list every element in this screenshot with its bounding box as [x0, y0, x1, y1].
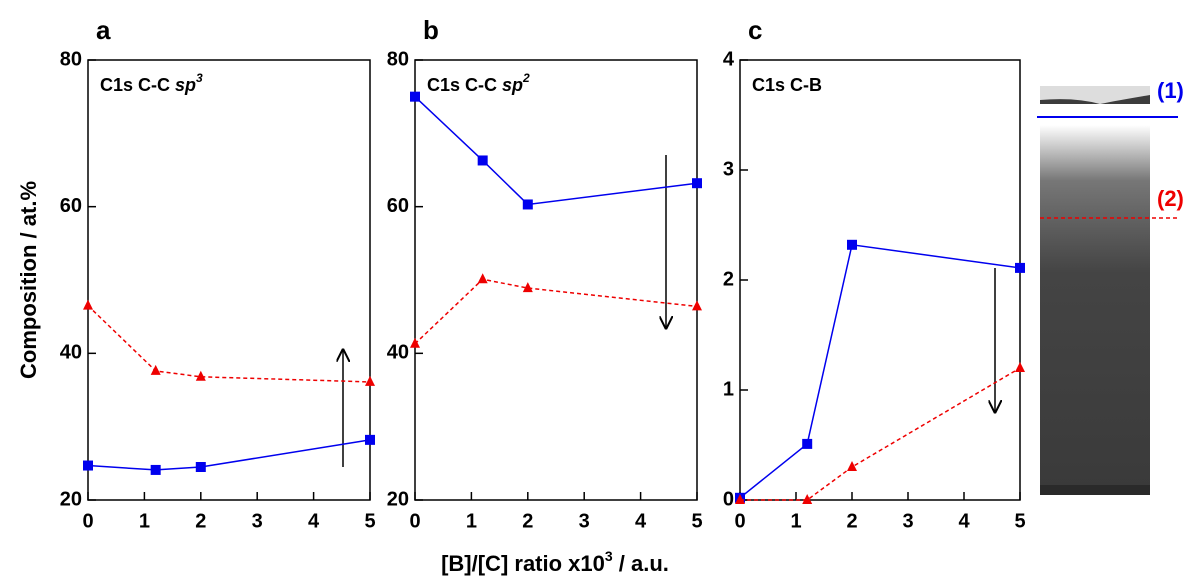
point	[477, 273, 488, 284]
point	[83, 460, 93, 471]
point	[802, 494, 813, 504]
panel-letter: c	[748, 15, 762, 45]
y-tick-label: 3	[723, 158, 734, 180]
y-tick-label: 20	[60, 488, 82, 510]
point	[410, 91, 420, 102]
y-tick-label: 60	[387, 195, 409, 217]
annotation-text: C1s C-C	[427, 75, 497, 95]
point	[735, 494, 745, 504]
plot-frame	[414, 59, 698, 501]
x-tick-label: 5	[691, 510, 702, 532]
x-tick-label: 2	[195, 510, 206, 532]
x-tick-label: 3	[579, 510, 590, 532]
point	[1015, 262, 1025, 273]
x-tick-label: 3	[252, 510, 263, 532]
point	[150, 464, 161, 475]
x-tick-label: 2	[846, 510, 857, 532]
x-label-text: [B]/[C] ratio x10	[441, 551, 605, 576]
annotation-italic: sp	[502, 75, 523, 95]
x-tick-label: 5	[1014, 510, 1025, 532]
point	[477, 155, 488, 166]
y-axis-label: Composition / at.%	[16, 181, 41, 379]
x-tick-label: 1	[790, 510, 801, 532]
point	[410, 337, 420, 348]
plot-frame	[87, 59, 371, 501]
series-line	[87, 439, 371, 471]
point	[195, 462, 206, 472]
series-line	[739, 243, 1021, 499]
annotation-italic: sp	[175, 75, 196, 95]
series-line	[414, 96, 698, 206]
point	[847, 461, 857, 471]
image-top-edge	[1040, 86, 1150, 104]
panel-annotation: C1s C-C sp2	[427, 71, 530, 95]
y-tick-label: 60	[60, 195, 82, 217]
sem-image: (1) (2)	[1037, 78, 1184, 495]
y-tick-label: 2	[723, 268, 734, 290]
panel-letter: a	[96, 15, 111, 45]
series-line	[87, 305, 371, 383]
point	[802, 438, 813, 449]
annotation-text: C1s C-C	[100, 75, 170, 95]
y-tick-label: 80	[60, 48, 82, 70]
point	[365, 434, 375, 445]
panel-annotation: C1s C-B	[752, 75, 822, 95]
image-label: (1)	[1157, 78, 1184, 103]
point	[1015, 362, 1025, 372]
plot-frame	[739, 59, 1021, 501]
image-bottom	[1040, 485, 1150, 495]
point	[365, 375, 375, 386]
annotation-text: C1s C-B	[752, 75, 822, 95]
x-tick-label: 3	[902, 510, 913, 532]
x-tick-label: 0	[82, 510, 93, 532]
x-tick-label: 4	[635, 510, 647, 532]
image-body	[1040, 125, 1150, 495]
x-tick-label: 2	[522, 510, 533, 532]
point	[150, 364, 161, 375]
point	[692, 300, 702, 311]
series-line	[740, 367, 1021, 501]
x-tick-label: 0	[734, 510, 745, 532]
y-tick-label: 40	[387, 342, 409, 364]
y-tick-label: 0	[723, 488, 734, 510]
point	[83, 299, 93, 310]
x-label-sup: 3	[605, 548, 613, 564]
x-axis-label: [B]/[C] ratio x103 / a.u.	[441, 548, 669, 576]
y-tick-label: 20	[387, 488, 409, 510]
y-tick-label: 1	[723, 378, 734, 400]
x-tick-label: 1	[466, 510, 477, 532]
point	[522, 282, 533, 293]
x-tick-label: 4	[308, 510, 320, 532]
point	[522, 199, 533, 210]
x-tick-label: 4	[958, 510, 970, 532]
y-tick-label: 40	[60, 342, 82, 364]
y-tick-label: 4	[723, 48, 735, 70]
point	[692, 178, 702, 189]
panel-annotation: C1s C-C sp3	[100, 71, 203, 95]
x-tick-label: 1	[139, 510, 150, 532]
panel-letter: b	[423, 15, 439, 45]
series-line	[414, 278, 698, 345]
point	[195, 370, 206, 381]
point	[847, 239, 857, 250]
annotation-sup: 2	[522, 71, 530, 85]
x-tick-label: 5	[364, 510, 375, 532]
y-tick-label: 80	[387, 48, 409, 70]
image-label: (2)	[1157, 186, 1184, 211]
x-tick-label: 0	[409, 510, 420, 532]
x-label-text: / a.u.	[613, 551, 669, 576]
annotation-sup: 3	[196, 71, 203, 85]
